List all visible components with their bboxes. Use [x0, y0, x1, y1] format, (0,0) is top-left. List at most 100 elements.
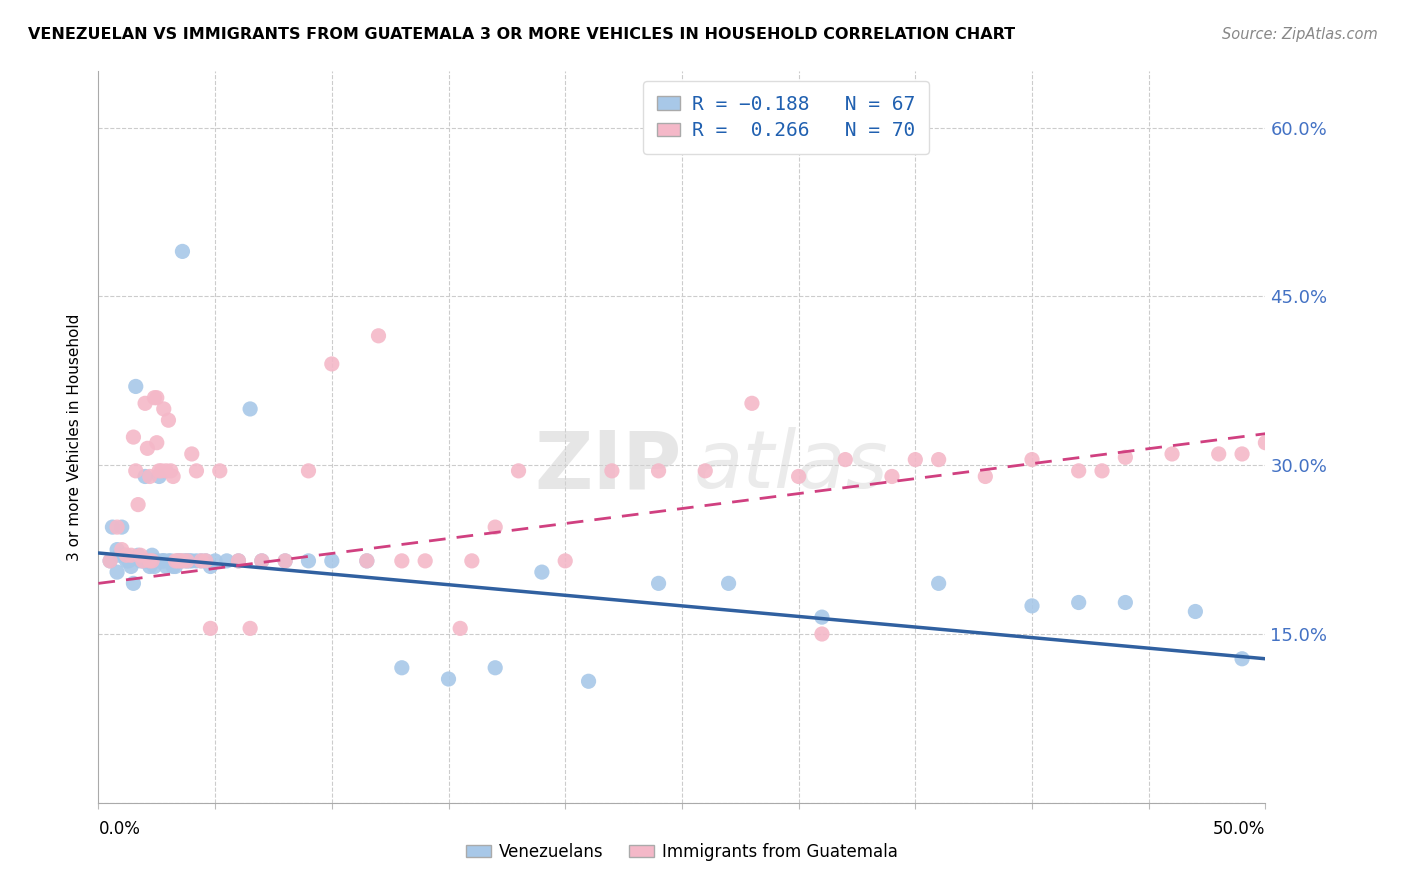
Point	[321, 554, 343, 568]
Point	[139, 469, 162, 483]
Point	[239, 401, 262, 416]
Point	[250, 554, 273, 568]
Point	[134, 554, 156, 568]
Point	[1184, 605, 1206, 619]
Point	[166, 554, 188, 568]
Point	[105, 565, 128, 579]
Point	[150, 554, 173, 568]
Point	[176, 554, 198, 568]
Point	[741, 396, 763, 410]
Point	[159, 464, 181, 478]
Point	[274, 554, 297, 568]
Text: VENEZUELAN VS IMMIGRANTS FROM GUATEMALA 3 OR MORE VEHICLES IN HOUSEHOLD CORRELAT: VENEZUELAN VS IMMIGRANTS FROM GUATEMALA …	[28, 27, 1015, 42]
Point	[162, 469, 184, 483]
Point	[413, 554, 436, 568]
Point	[157, 554, 180, 568]
Point	[155, 559, 177, 574]
Point	[108, 548, 131, 562]
Point	[125, 379, 148, 393]
Point	[129, 548, 152, 562]
Point	[105, 520, 128, 534]
Point	[141, 554, 163, 568]
Point	[134, 396, 156, 410]
Point	[139, 554, 162, 568]
Point	[132, 554, 155, 568]
Point	[1254, 435, 1277, 450]
Point	[787, 469, 810, 483]
Point	[1161, 447, 1184, 461]
Point	[530, 565, 553, 579]
Point	[105, 542, 128, 557]
Point	[111, 542, 134, 557]
Point	[152, 401, 174, 416]
Point	[186, 554, 208, 568]
Point	[172, 554, 194, 568]
Point	[139, 554, 162, 568]
Point	[391, 661, 413, 675]
Point	[356, 554, 378, 568]
Point	[200, 559, 222, 574]
Point	[190, 554, 212, 568]
Point	[297, 464, 319, 478]
Point	[122, 576, 145, 591]
Legend: Venezuelans, Immigrants from Guatemala: Venezuelans, Immigrants from Guatemala	[460, 837, 904, 868]
Point	[228, 554, 250, 568]
Point	[98, 554, 121, 568]
Point	[250, 554, 273, 568]
Point	[150, 464, 173, 478]
Point	[169, 554, 191, 568]
Point	[136, 554, 159, 568]
Text: ZIP: ZIP	[534, 427, 682, 506]
Point	[194, 554, 217, 568]
Point	[155, 464, 177, 478]
Point	[148, 469, 170, 483]
Point	[204, 554, 226, 568]
Point	[132, 554, 155, 568]
Point	[98, 554, 121, 568]
Point	[169, 554, 191, 568]
Point	[461, 554, 484, 568]
Point	[162, 559, 184, 574]
Point	[1091, 464, 1114, 478]
Point	[208, 464, 231, 478]
Point	[176, 554, 198, 568]
Point	[165, 554, 187, 568]
Point	[186, 464, 208, 478]
Point	[190, 554, 212, 568]
Point	[215, 554, 238, 568]
Point	[647, 464, 669, 478]
Point	[1230, 652, 1253, 666]
Point	[146, 554, 169, 568]
Point	[139, 559, 162, 574]
Point	[101, 520, 124, 534]
Point	[148, 464, 170, 478]
Point	[141, 548, 163, 562]
Point	[127, 548, 149, 562]
Y-axis label: 3 or more Vehicles in Household: 3 or more Vehicles in Household	[67, 313, 83, 561]
Point	[484, 520, 506, 534]
Text: atlas: atlas	[693, 427, 889, 506]
Point	[974, 469, 997, 483]
Point	[1021, 452, 1043, 467]
Point	[115, 548, 138, 562]
Point	[228, 554, 250, 568]
Point	[321, 357, 343, 371]
Point	[180, 554, 202, 568]
Point	[146, 435, 169, 450]
Point	[578, 674, 600, 689]
Point	[179, 554, 201, 568]
Point	[1021, 599, 1043, 613]
Point	[928, 576, 950, 591]
Point	[1230, 447, 1253, 461]
Point	[143, 559, 166, 574]
Point	[120, 548, 142, 562]
Point	[449, 621, 471, 635]
Point	[112, 548, 135, 562]
Point	[880, 469, 903, 483]
Point	[122, 430, 145, 444]
Point	[239, 621, 262, 635]
Point	[1208, 447, 1230, 461]
Point	[166, 554, 188, 568]
Point	[146, 391, 169, 405]
Point	[717, 576, 740, 591]
